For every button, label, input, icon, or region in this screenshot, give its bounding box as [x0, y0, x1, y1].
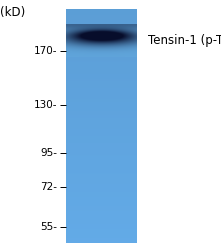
Text: 170-: 170-	[34, 46, 57, 56]
Text: 55-: 55-	[40, 222, 57, 232]
Text: Tensin-1 (p-Tyr1326): Tensin-1 (p-Tyr1326)	[148, 34, 221, 47]
Text: (kD): (kD)	[0, 6, 25, 19]
Text: 72-: 72-	[40, 182, 57, 192]
Text: 95-: 95-	[40, 148, 57, 157]
Text: 130-: 130-	[34, 100, 57, 110]
